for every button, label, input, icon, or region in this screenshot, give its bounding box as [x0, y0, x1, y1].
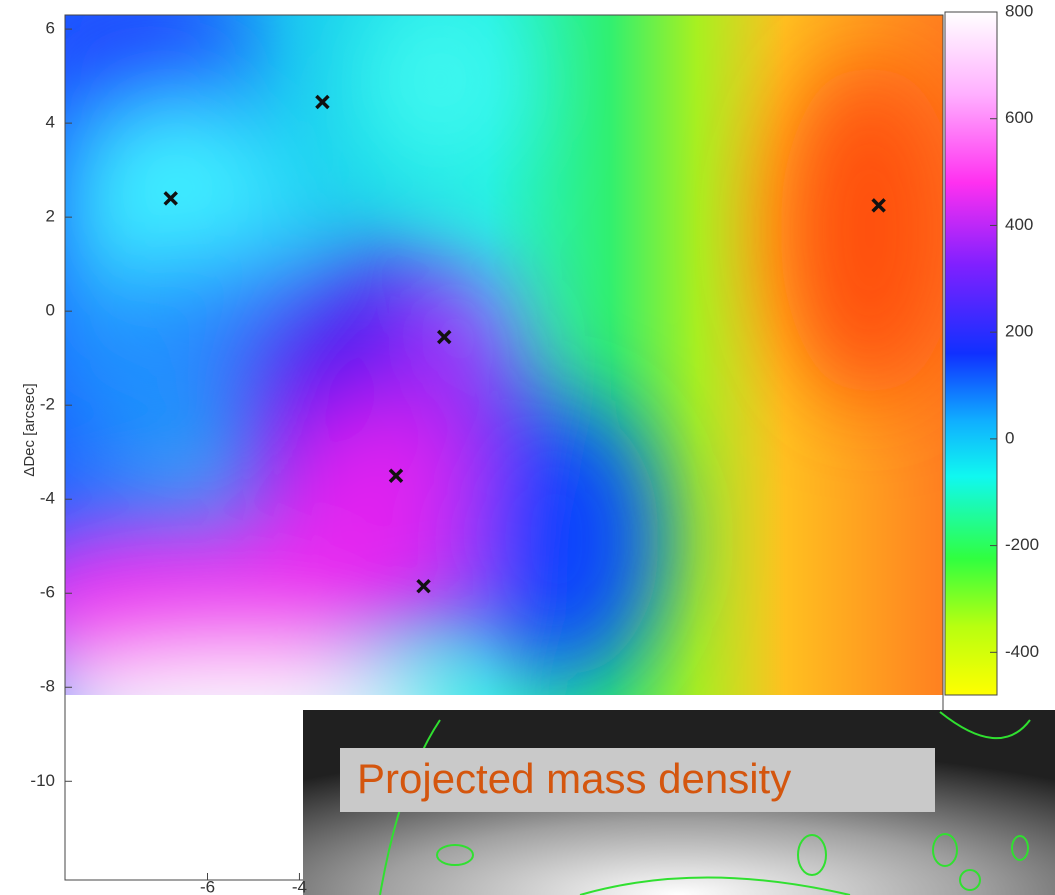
y-tick-label: -10	[30, 771, 55, 790]
colorbar-tick-label: 800	[1005, 1, 1033, 20]
colorbar-tick-label: 400	[1005, 215, 1033, 234]
colorbar-tick-label: 200	[1005, 322, 1033, 341]
y-tick-label: 2	[46, 207, 55, 226]
y-tick-label: 0	[46, 301, 55, 320]
y-tick-label: -6	[40, 583, 55, 602]
slide: ΔDec [arcsec] Projected mass density 6 4 2…	[0, 0, 1055, 895]
y-tick-label: 4	[46, 113, 55, 132]
y-tick-label: -4	[40, 489, 55, 508]
velocity-map	[0, 0, 960, 780]
colorbar-tick-label: 0	[1005, 428, 1014, 447]
x-tick-label: -4	[292, 877, 307, 895]
x-tick-label: -6	[200, 877, 215, 895]
colorbar-tick-label: -400	[1005, 642, 1039, 661]
y-axis-label: ΔDec [arcsec]	[21, 383, 38, 476]
inset-caption: Projected mass density	[357, 755, 791, 802]
y-tick-label: -8	[40, 677, 55, 696]
colorbar	[945, 12, 997, 695]
colorbar-tick-label: -200	[1005, 535, 1039, 554]
y-tick-label: 6	[46, 19, 55, 38]
y-tick-label: -2	[40, 395, 55, 414]
colorbar-tick-label: 600	[1005, 108, 1033, 127]
